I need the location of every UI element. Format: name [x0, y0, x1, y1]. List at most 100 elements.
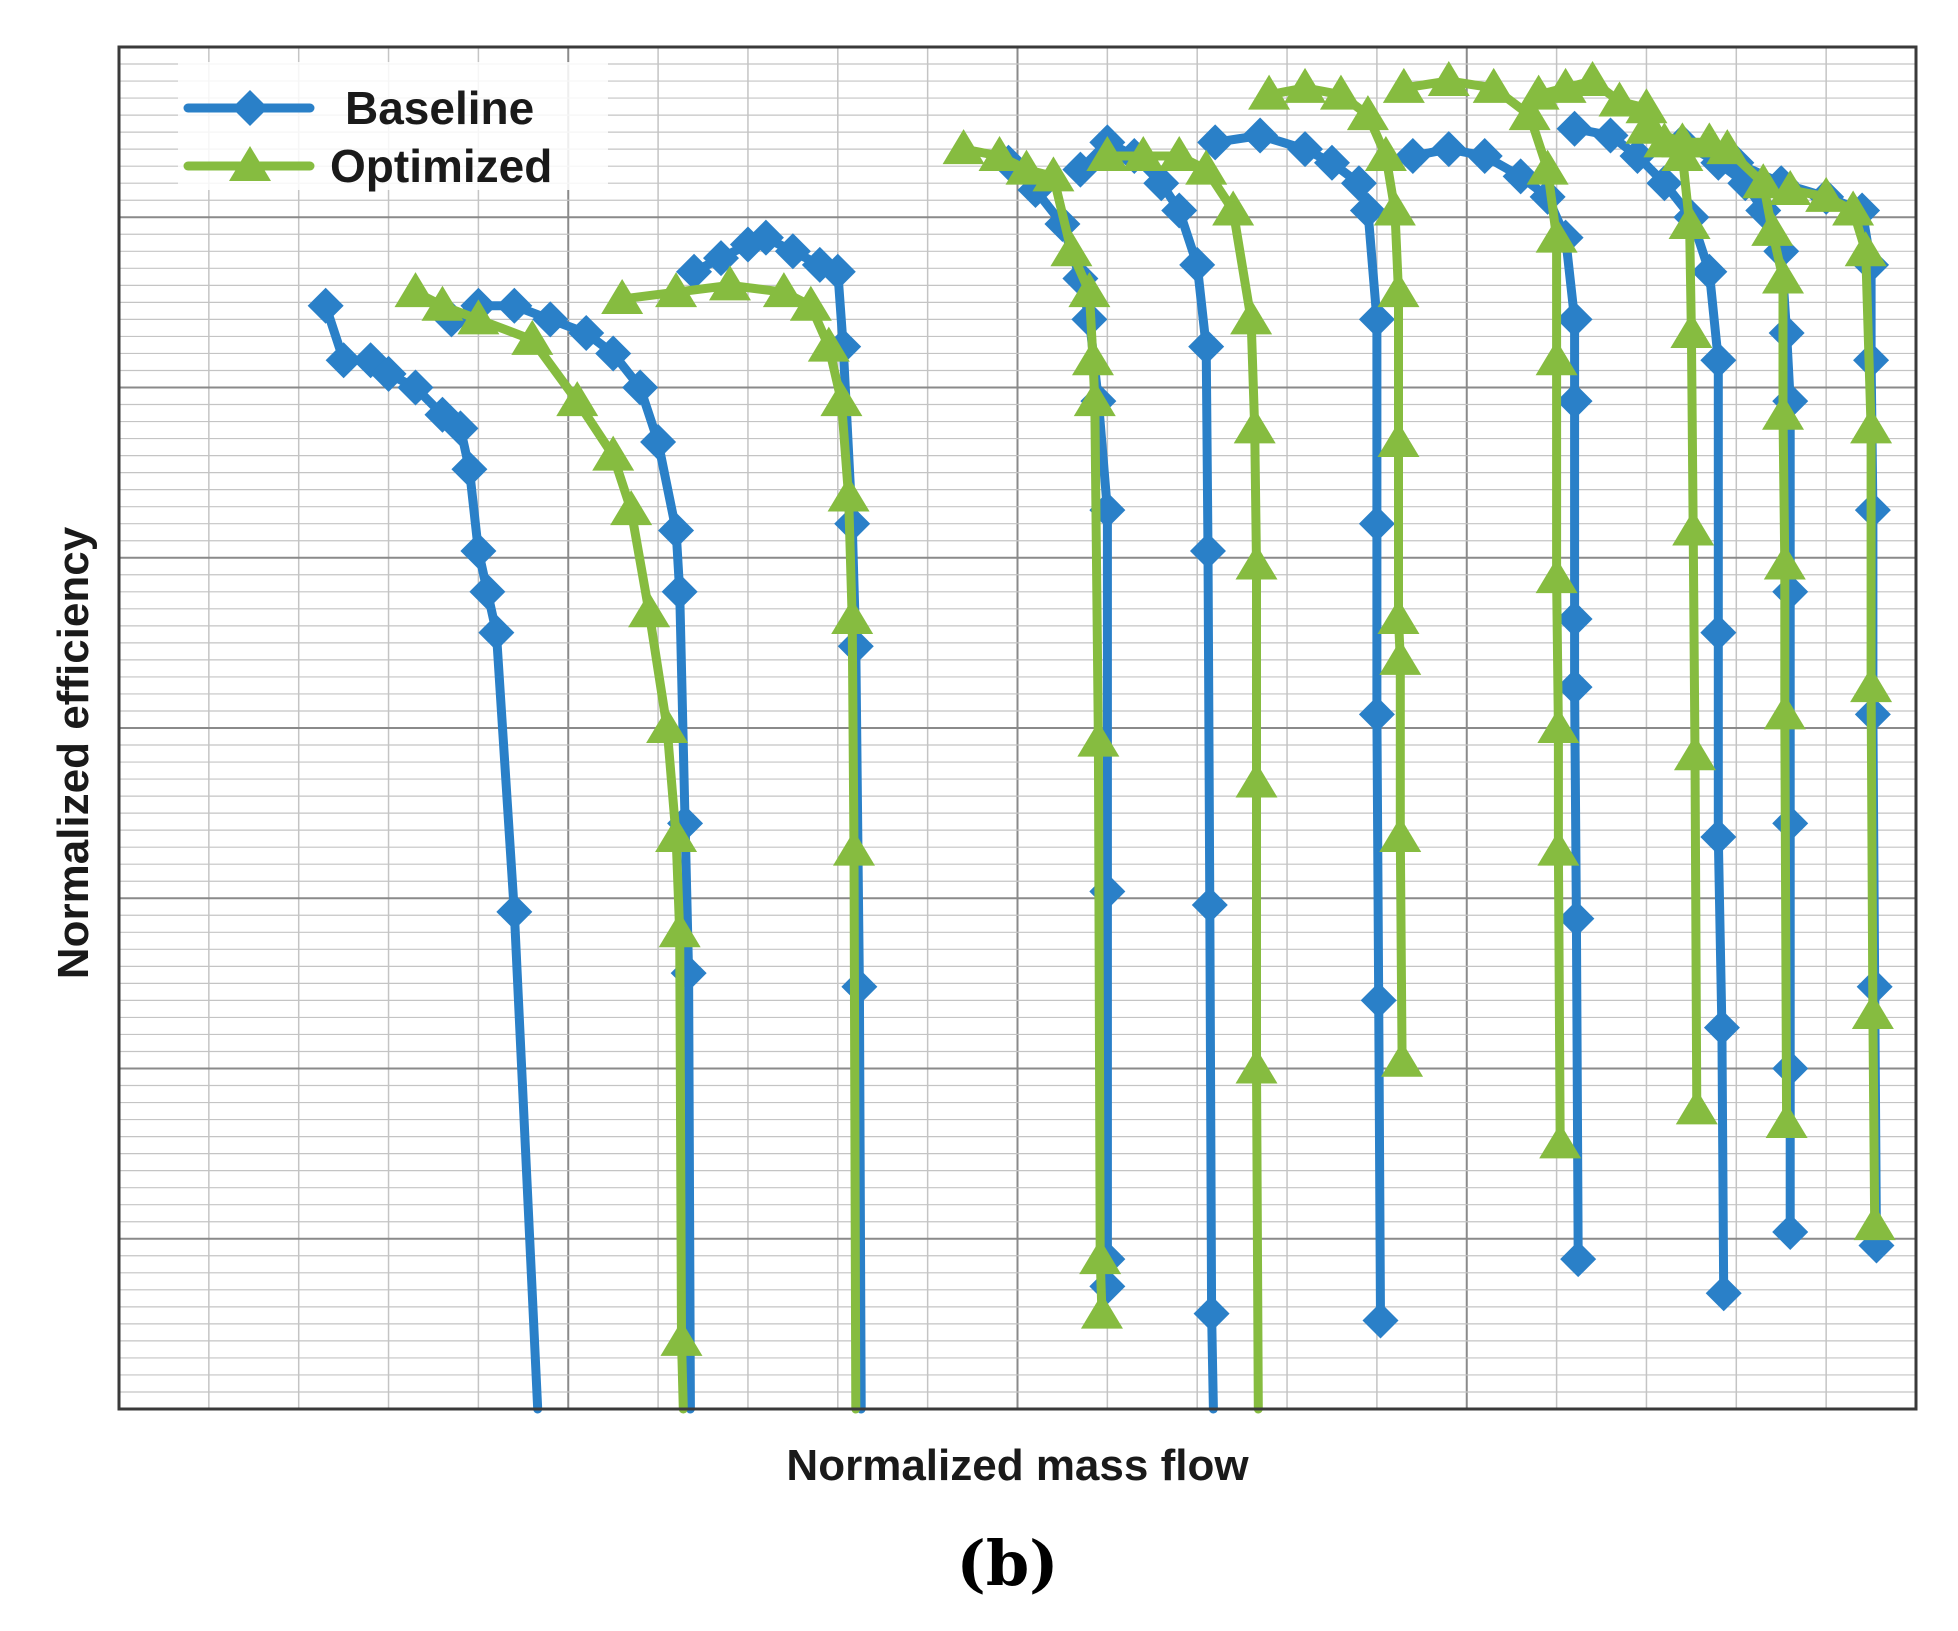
data-point-triangle — [1235, 544, 1278, 580]
data-point-diamond — [1560, 1241, 1597, 1278]
optimized-speed-line-4 — [1086, 135, 1278, 1414]
data-point-triangle — [1535, 340, 1578, 376]
optimized-speed-line-5 — [1248, 67, 1424, 1077]
data-point-diamond — [1062, 151, 1099, 188]
data-point-triangle — [1832, 190, 1875, 226]
data-point-triangle — [1050, 231, 1093, 267]
data-point-triangle — [1675, 1089, 1718, 1125]
series-layer — [307, 61, 1896, 1414]
data-point-triangle — [1668, 204, 1711, 240]
data-point-triangle — [1319, 74, 1362, 110]
data-point-triangle — [1364, 135, 1407, 171]
data-point-diamond — [532, 301, 569, 338]
data-point-triangle — [1212, 190, 1255, 226]
data-point-triangle — [1068, 272, 1111, 308]
data-point-diamond — [622, 369, 659, 406]
data-point-diamond — [1349, 192, 1386, 229]
data-point-diamond — [661, 573, 698, 610]
legend-entry-baseline: Baseline — [183, 82, 534, 134]
baseline-speed-line-6 — [1197, 117, 1399, 1339]
data-point-triangle — [1535, 217, 1578, 253]
data-point-diamond — [1558, 900, 1595, 937]
data-point-triangle — [1080, 1293, 1123, 1329]
data-point-triangle — [1625, 108, 1668, 144]
data-point-triangle — [628, 592, 671, 628]
data-point-triangle — [1672, 510, 1715, 546]
data-point-triangle — [1762, 394, 1805, 430]
data-point-diamond — [1358, 696, 1395, 733]
optimized-speed-line-1 — [394, 272, 703, 1414]
data-point-triangle — [832, 830, 875, 866]
data-point-diamond — [1362, 1302, 1399, 1339]
data-point-triangle — [1005, 149, 1048, 185]
data-point-diamond — [1287, 131, 1324, 168]
data-point-diamond — [451, 451, 488, 488]
data-point-diamond — [658, 512, 695, 549]
data-point-triangle — [942, 129, 985, 165]
data-point-diamond — [1193, 1295, 1230, 1332]
data-point-triangle — [1850, 408, 1893, 444]
data-point-diamond — [460, 532, 497, 569]
data-point-diamond — [1700, 342, 1737, 379]
optimized-speed-line-2 — [601, 265, 875, 1414]
baseline-speed-line-5 — [1062, 124, 1230, 1414]
data-point-triangle — [978, 135, 1021, 171]
data-point-diamond — [595, 335, 632, 372]
data-point-triangle — [807, 326, 850, 362]
legend-diamond-icon — [232, 90, 268, 126]
legend: Baseline Optimized — [178, 62, 608, 192]
data-point-triangle — [1284, 67, 1327, 103]
data-point-triangle — [1571, 61, 1614, 97]
data-point-triangle — [1077, 721, 1120, 757]
data-point-triangle — [1382, 67, 1425, 103]
baseline-speed-line-7 — [1394, 131, 1597, 1278]
data-point-triangle — [1233, 408, 1276, 444]
data-point-diamond — [676, 253, 713, 290]
grid — [119, 47, 1916, 1409]
data-point-triangle — [1427, 61, 1470, 97]
x-axis-label: Normalized mass flow — [786, 1441, 1249, 1490]
data-point-triangle — [1185, 149, 1228, 185]
optimized-speed-line-9 — [1769, 170, 1896, 1241]
data-point-triangle — [421, 285, 464, 321]
data-point-triangle — [1850, 667, 1893, 703]
data-point-triangle — [1742, 163, 1785, 199]
data-point-triangle — [1765, 1102, 1808, 1138]
data-point-diamond — [1592, 117, 1629, 154]
data-point-triangle — [1346, 95, 1389, 131]
data-point-diamond — [397, 369, 434, 406]
data-point-triangle — [601, 278, 644, 314]
data-point-triangle — [556, 381, 599, 417]
data-point-diamond — [496, 893, 533, 930]
data-point-diamond — [1466, 137, 1503, 174]
data-point-diamond — [1772, 1213, 1809, 1250]
data-point-diamond — [442, 410, 479, 447]
data-point-triangle — [1230, 299, 1273, 335]
legend-entry-optimized: Optimized — [183, 140, 552, 192]
legend-label: Optimized — [330, 140, 552, 192]
data-point-triangle — [1377, 272, 1420, 308]
data-point-diamond — [1619, 137, 1656, 174]
data-point-triangle — [655, 272, 698, 308]
data-point-triangle — [1079, 1239, 1122, 1275]
y-axis-label: Normalized efficiency — [49, 526, 98, 979]
data-point-triangle — [1851, 994, 1894, 1030]
optimized-speed-line-6 — [1382, 61, 1582, 1159]
data-point-diamond — [469, 573, 506, 610]
data-point-triangle — [1379, 639, 1422, 675]
data-point-triangle — [1235, 762, 1278, 798]
data-point-diamond — [1700, 614, 1737, 651]
data-point-triangle — [1086, 135, 1129, 171]
data-point-triangle — [1535, 558, 1578, 594]
data-point-diamond — [1188, 328, 1225, 365]
data-point-diamond — [1502, 158, 1539, 195]
data-point-triangle — [1122, 135, 1165, 171]
data-point-diamond — [1703, 1009, 1740, 1046]
data-point-triangle — [1071, 340, 1114, 376]
optimized-speed-line-3 — [942, 129, 1123, 1329]
data-point-triangle — [655, 816, 698, 852]
data-point-triangle — [658, 912, 701, 948]
data-point-diamond — [747, 219, 784, 256]
data-point-diamond — [1191, 887, 1228, 924]
